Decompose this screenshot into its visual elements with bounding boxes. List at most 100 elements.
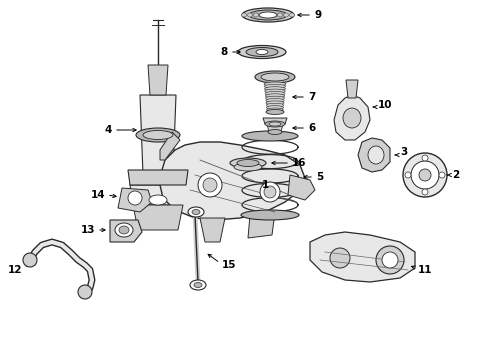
Ellipse shape — [247, 13, 252, 17]
Ellipse shape — [266, 103, 284, 107]
Ellipse shape — [256, 49, 268, 54]
Ellipse shape — [115, 223, 133, 237]
Ellipse shape — [238, 45, 286, 58]
Ellipse shape — [149, 195, 167, 205]
Circle shape — [264, 186, 276, 198]
Text: 10: 10 — [378, 100, 392, 110]
Text: 1: 1 — [262, 180, 269, 190]
Circle shape — [198, 173, 222, 197]
Polygon shape — [248, 212, 275, 238]
Polygon shape — [140, 95, 176, 175]
Ellipse shape — [249, 10, 287, 20]
Ellipse shape — [136, 128, 180, 142]
Text: 16: 16 — [292, 158, 307, 168]
Polygon shape — [160, 132, 180, 160]
Ellipse shape — [242, 131, 298, 141]
Ellipse shape — [266, 101, 284, 105]
Circle shape — [411, 161, 439, 189]
Ellipse shape — [246, 48, 278, 57]
Ellipse shape — [266, 13, 270, 17]
Polygon shape — [288, 175, 315, 200]
Text: 11: 11 — [418, 265, 433, 275]
Circle shape — [128, 191, 142, 205]
Ellipse shape — [266, 96, 285, 100]
Polygon shape — [263, 118, 287, 124]
Ellipse shape — [265, 87, 286, 91]
Circle shape — [260, 182, 280, 202]
Ellipse shape — [343, 108, 361, 128]
Circle shape — [422, 189, 428, 195]
Ellipse shape — [284, 13, 289, 17]
Ellipse shape — [190, 280, 206, 290]
Text: 4: 4 — [105, 125, 112, 135]
Text: 7: 7 — [308, 92, 316, 102]
Text: 3: 3 — [400, 147, 407, 157]
Ellipse shape — [368, 146, 384, 164]
Ellipse shape — [261, 73, 289, 81]
Ellipse shape — [264, 82, 286, 86]
Ellipse shape — [260, 13, 265, 17]
Ellipse shape — [194, 283, 202, 288]
Polygon shape — [133, 205, 183, 230]
Polygon shape — [110, 220, 142, 242]
Text: 15: 15 — [222, 260, 237, 270]
Text: 6: 6 — [308, 123, 315, 133]
Polygon shape — [267, 124, 283, 132]
Ellipse shape — [268, 130, 282, 135]
Polygon shape — [200, 218, 225, 242]
Circle shape — [376, 246, 404, 274]
Circle shape — [405, 172, 411, 178]
Circle shape — [403, 153, 447, 197]
Polygon shape — [310, 232, 415, 282]
Polygon shape — [160, 142, 305, 220]
Ellipse shape — [241, 210, 299, 220]
Circle shape — [330, 248, 350, 268]
Polygon shape — [358, 138, 390, 172]
Circle shape — [422, 155, 428, 161]
Ellipse shape — [265, 121, 285, 127]
Ellipse shape — [271, 13, 276, 17]
Text: 2: 2 — [452, 170, 459, 180]
Polygon shape — [118, 188, 152, 212]
Ellipse shape — [255, 71, 295, 83]
Polygon shape — [128, 170, 188, 185]
Circle shape — [382, 252, 398, 268]
Ellipse shape — [267, 105, 284, 110]
Ellipse shape — [188, 207, 204, 217]
Ellipse shape — [267, 108, 283, 112]
Ellipse shape — [266, 109, 284, 114]
Ellipse shape — [253, 13, 259, 17]
Text: 12: 12 — [7, 265, 22, 275]
Ellipse shape — [265, 89, 285, 93]
Ellipse shape — [234, 163, 262, 171]
Text: 13: 13 — [80, 225, 95, 235]
Ellipse shape — [290, 13, 294, 17]
Polygon shape — [334, 95, 370, 140]
Polygon shape — [130, 185, 186, 205]
Ellipse shape — [230, 158, 266, 168]
Circle shape — [439, 172, 445, 178]
Polygon shape — [148, 65, 168, 95]
Ellipse shape — [266, 99, 284, 103]
Text: 8: 8 — [221, 47, 228, 57]
Ellipse shape — [237, 159, 259, 166]
Text: 14: 14 — [90, 190, 105, 200]
Circle shape — [23, 253, 37, 267]
Text: 9: 9 — [314, 10, 321, 20]
Ellipse shape — [265, 91, 285, 95]
Text: 5: 5 — [316, 172, 323, 182]
Ellipse shape — [143, 130, 173, 139]
Polygon shape — [346, 80, 358, 98]
Ellipse shape — [259, 12, 277, 18]
Ellipse shape — [242, 8, 294, 22]
Ellipse shape — [269, 122, 281, 126]
Circle shape — [78, 285, 92, 299]
Ellipse shape — [242, 13, 246, 17]
Ellipse shape — [277, 13, 283, 17]
Ellipse shape — [264, 84, 286, 88]
Ellipse shape — [192, 210, 200, 215]
Ellipse shape — [119, 226, 129, 234]
Ellipse shape — [265, 94, 285, 98]
Circle shape — [203, 178, 217, 192]
Circle shape — [419, 169, 431, 181]
